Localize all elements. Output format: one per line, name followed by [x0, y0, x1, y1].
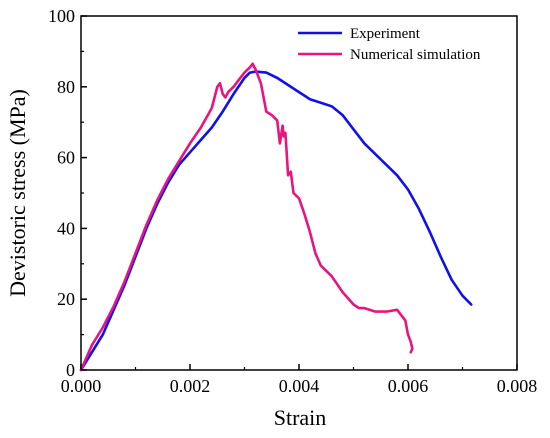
- y-axis-title: Devistoric stress (MPa): [5, 89, 30, 297]
- x-tick-label: 0.002: [170, 376, 211, 396]
- legend-label: Numerical simulation: [350, 47, 481, 63]
- series-line-numerical-simulation: [79, 62, 414, 372]
- y-tick-label: 80: [57, 77, 75, 97]
- x-tick-label: 0.006: [388, 376, 429, 396]
- legend-label: Experiment: [350, 26, 421, 42]
- series-layer: [79, 62, 473, 372]
- y-tick-label: 60: [57, 148, 75, 168]
- ticks-layer: 0.000 0.002 0.004 0.006 0.008 0 20 40 60 80 100: [48, 6, 537, 396]
- y-tick-label: 20: [57, 289, 75, 309]
- plot-area-border: [80, 15, 518, 371]
- x-axis-title: Strain: [274, 405, 327, 430]
- x-tick-label: 0.000: [61, 376, 102, 396]
- y-tick-label: 100: [48, 6, 75, 26]
- series-line-experiment: [79, 70, 473, 372]
- legend: Experiment Numerical simulation: [298, 26, 481, 63]
- x-tick-label: 0.004: [279, 376, 320, 396]
- y-tick-label: 40: [57, 218, 75, 238]
- x-tick-label: 0.008: [497, 376, 538, 396]
- y-tick-label: 0: [66, 360, 75, 380]
- plot-frame: [80, 15, 518, 371]
